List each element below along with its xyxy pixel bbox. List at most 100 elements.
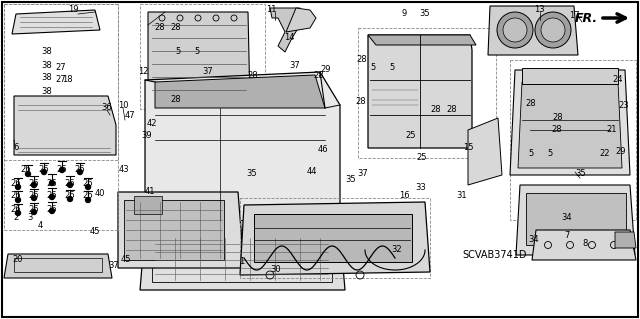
Text: 41: 41 (145, 188, 156, 197)
Text: 34: 34 (529, 235, 540, 244)
Circle shape (49, 209, 54, 213)
Text: 23: 23 (619, 101, 629, 110)
Text: 26: 26 (20, 166, 31, 174)
Circle shape (31, 196, 36, 201)
Text: 5: 5 (175, 48, 180, 56)
Text: 28: 28 (431, 105, 442, 114)
Text: 34: 34 (562, 213, 572, 222)
Text: 38: 38 (42, 86, 52, 95)
Text: 28: 28 (155, 24, 165, 33)
Polygon shape (468, 118, 502, 185)
Polygon shape (368, 35, 472, 148)
Text: 45: 45 (121, 255, 131, 263)
Text: 10: 10 (118, 101, 128, 110)
Text: 24: 24 (612, 76, 623, 85)
Bar (124, 200, 224, 260)
Bar (526, 193, 626, 245)
Text: 27: 27 (56, 76, 67, 85)
Text: 26: 26 (38, 166, 49, 174)
Circle shape (31, 182, 36, 188)
Polygon shape (518, 82, 622, 168)
Circle shape (49, 195, 54, 199)
Polygon shape (270, 8, 302, 52)
Text: 31: 31 (457, 191, 467, 201)
Text: 38: 38 (42, 73, 52, 83)
Text: 11: 11 (266, 5, 276, 14)
Bar (358, 28, 496, 158)
Text: 2: 2 (13, 213, 19, 222)
Text: SCVAB3741D: SCVAB3741D (462, 250, 527, 260)
Polygon shape (118, 192, 244, 268)
Polygon shape (14, 96, 116, 155)
Text: FR.: FR. (575, 11, 598, 25)
Text: 29: 29 (321, 65, 332, 75)
Text: 26: 26 (11, 204, 21, 213)
Circle shape (42, 169, 47, 174)
Text: 26: 26 (47, 191, 58, 201)
Circle shape (535, 12, 571, 48)
Bar (134, 196, 162, 214)
Circle shape (26, 172, 31, 176)
Bar (254, 214, 412, 262)
Circle shape (86, 184, 90, 189)
Polygon shape (516, 185, 635, 255)
Text: 25: 25 (417, 153, 428, 162)
Text: 26: 26 (47, 204, 58, 213)
Circle shape (67, 182, 72, 188)
Text: 47: 47 (125, 112, 135, 121)
Circle shape (503, 18, 527, 42)
Circle shape (15, 184, 20, 189)
Text: 28: 28 (553, 114, 563, 122)
Text: 5: 5 (371, 63, 376, 72)
Text: 26: 26 (65, 179, 76, 188)
Polygon shape (615, 232, 636, 248)
Text: 35: 35 (420, 10, 430, 19)
Text: 38: 38 (42, 61, 52, 70)
Text: 45: 45 (90, 227, 100, 236)
Text: 9: 9 (401, 10, 406, 19)
Bar (152, 238, 332, 282)
Text: 28: 28 (552, 125, 563, 135)
Polygon shape (286, 8, 316, 32)
Text: 29: 29 (616, 147, 627, 157)
Text: 4: 4 (37, 221, 43, 231)
Text: 37: 37 (109, 261, 120, 270)
Circle shape (541, 18, 565, 42)
Text: 43: 43 (118, 166, 129, 174)
Polygon shape (532, 230, 636, 260)
Text: 28: 28 (356, 56, 367, 64)
Text: 32: 32 (392, 244, 403, 254)
Text: 5: 5 (547, 150, 552, 159)
Text: 25: 25 (406, 131, 416, 140)
Polygon shape (510, 70, 630, 175)
Text: 38: 38 (42, 48, 52, 56)
Text: 26: 26 (75, 166, 85, 174)
Text: 28: 28 (447, 105, 458, 114)
Text: 26: 26 (11, 191, 21, 201)
Text: 37: 37 (358, 169, 369, 179)
Text: 22: 22 (600, 149, 611, 158)
Text: 5: 5 (389, 63, 395, 72)
Polygon shape (148, 12, 250, 104)
Text: 27: 27 (56, 63, 67, 71)
Circle shape (49, 181, 54, 186)
Text: 40: 40 (95, 189, 105, 198)
Circle shape (77, 169, 83, 174)
Circle shape (15, 197, 20, 203)
Polygon shape (246, 248, 258, 258)
Text: 28: 28 (314, 71, 324, 80)
Text: 28: 28 (356, 98, 366, 107)
Text: 21: 21 (607, 125, 617, 135)
Text: 7: 7 (564, 231, 570, 240)
Text: 14: 14 (284, 33, 294, 42)
Text: 35: 35 (576, 169, 586, 179)
Text: 44: 44 (307, 167, 317, 176)
Polygon shape (240, 202, 430, 275)
Polygon shape (155, 75, 325, 108)
Polygon shape (522, 68, 618, 84)
Text: 35: 35 (346, 175, 356, 184)
Bar (14, 258, 102, 272)
Text: 39: 39 (141, 131, 152, 140)
Text: 28: 28 (248, 71, 259, 80)
Polygon shape (488, 6, 578, 55)
